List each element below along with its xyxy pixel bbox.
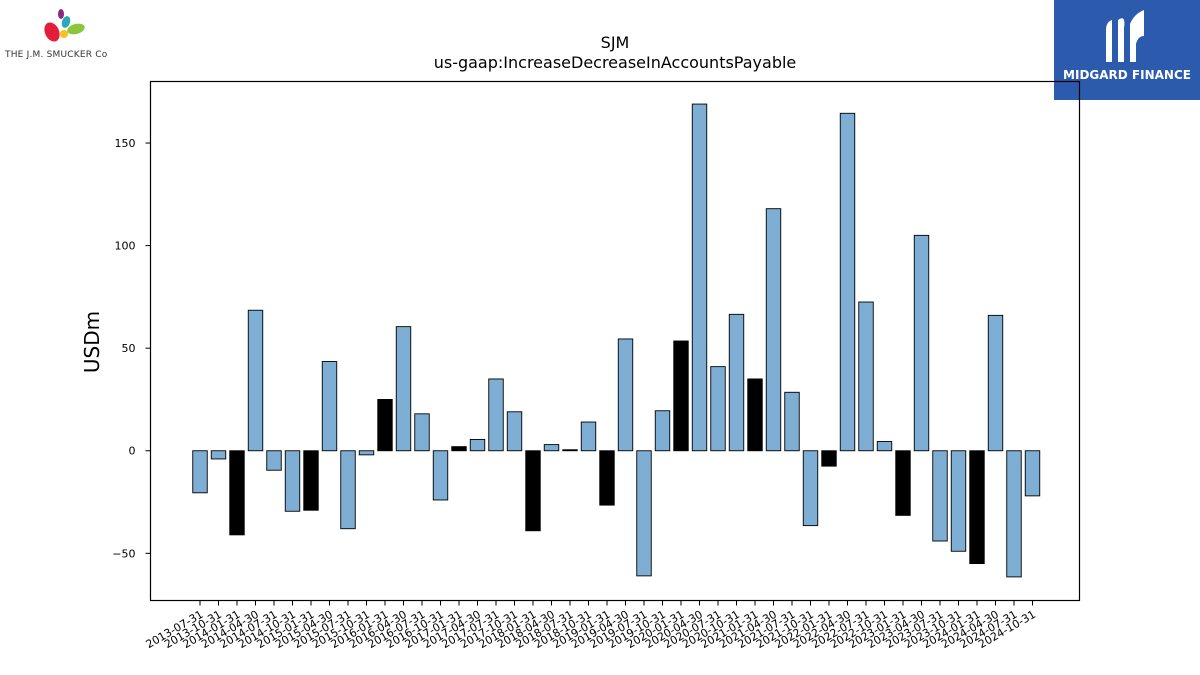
- bar-2021-04-30: [765, 208, 782, 452]
- bar-2024-07-31: [1006, 450, 1022, 578]
- bar-2017-01-31: [451, 446, 467, 452]
- bar-2019-07-31: [636, 450, 652, 577]
- bar-2013-10-31: [210, 450, 227, 460]
- bar-2017-07-31: [488, 378, 504, 452]
- bar-2018-10-31: [580, 421, 597, 452]
- y-tick-label: 150: [115, 137, 136, 150]
- bar-2014-04-30: [247, 309, 264, 452]
- bar-2022-10-31: [876, 441, 893, 452]
- bar-2015-10-31: [358, 450, 375, 456]
- bar-2015-04-30: [321, 361, 338, 452]
- bar-2024-04-30: [987, 314, 1004, 452]
- bars-layer: [192, 103, 1041, 578]
- bar-2020-01-31: [673, 340, 689, 452]
- bar-2022-07-31: [858, 301, 874, 452]
- midgard-mark-icon: [1106, 10, 1144, 62]
- bar-2024-01-31: [969, 450, 985, 565]
- bar-2016-10-31: [432, 450, 449, 501]
- bar-2021-01-31: [747, 378, 763, 452]
- bar-2018-04-30: [543, 444, 560, 452]
- bar-2017-04-30: [469, 439, 486, 452]
- bar-2020-04-30: [691, 103, 708, 452]
- bar-2023-10-31: [950, 450, 967, 552]
- bar-2013-07-31: [192, 450, 208, 494]
- bar-2016-04-30: [395, 326, 412, 452]
- bar-2021-07-31: [784, 391, 800, 452]
- bar-2015-07-31: [340, 450, 356, 530]
- y-tick-label: −50: [112, 547, 135, 560]
- bar-2014-07-31: [266, 450, 282, 471]
- bar-2023-01-31: [895, 450, 911, 516]
- bar-2017-10-31: [506, 411, 523, 452]
- bar-2018-01-31: [525, 450, 541, 532]
- bar-2016-07-31: [414, 413, 430, 452]
- bar-2014-01-31: [229, 450, 245, 536]
- y-tick-label: 50: [122, 342, 136, 355]
- chart-subtitle: us-gaap:IncreaseDecreaseInAccountsPayabl…: [434, 53, 797, 72]
- bar-2023-07-31: [932, 450, 948, 542]
- plot-frame: [149, 80, 1081, 602]
- bar-2019-04-30: [617, 338, 634, 452]
- midgard-logo-text: MIDGARD FINANCE: [1063, 68, 1191, 82]
- y-ticks-layer: −50 0 50 100 150: [112, 137, 151, 560]
- midgard-logo: MIDGARD FINANCE: [1054, 0, 1200, 100]
- bar-2022-04-30: [839, 112, 856, 452]
- chart-title: SJM: [601, 33, 630, 52]
- bar-2020-10-31: [728, 313, 745, 452]
- y-tick-label: 100: [115, 240, 136, 253]
- bar-2016-01-31: [377, 399, 393, 452]
- bar-2023-04-30: [913, 234, 930, 452]
- y-tick-label: 0: [129, 445, 136, 458]
- bar-2020-07-31: [710, 366, 726, 452]
- bar-2018-07-31: [562, 449, 578, 452]
- x-ticks-layer: 2013-07-312013-10-312014-01-312014-04-30…: [144, 600, 1038, 651]
- bar-2021-10-31: [802, 450, 819, 527]
- company-logo: [4, 4, 124, 64]
- y-axis-label: USDm: [80, 311, 104, 373]
- bar-2015-01-31: [303, 450, 319, 511]
- bar-2019-10-31: [654, 410, 671, 452]
- bar-2019-01-31: [599, 450, 615, 506]
- fruit-logo-icon: [44, 9, 85, 42]
- company-logo-text: THE J.M. SMUCKER Co: [5, 50, 108, 60]
- bar-2014-10-31: [284, 450, 301, 512]
- bar-2022-01-31: [821, 450, 837, 467]
- bar-2024-10-31: [1024, 450, 1041, 497]
